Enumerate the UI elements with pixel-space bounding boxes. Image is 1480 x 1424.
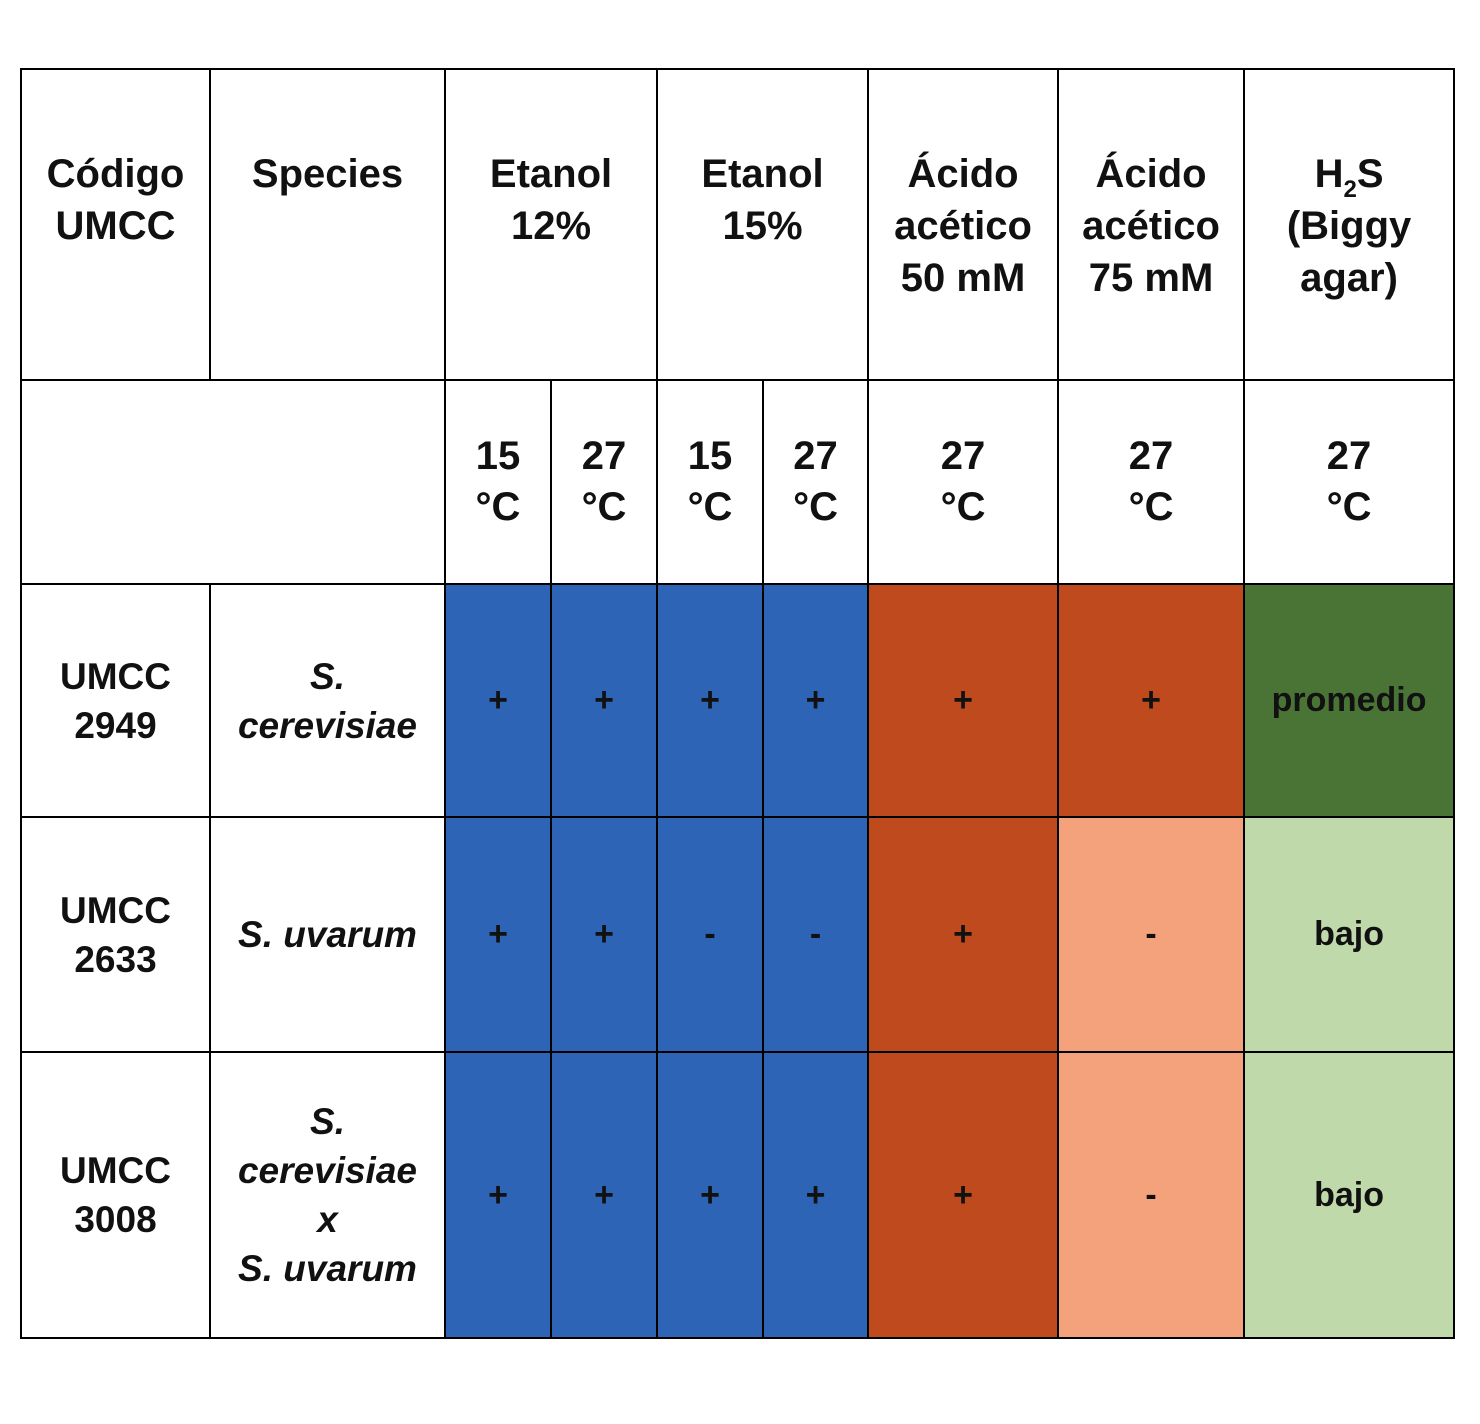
temp-cell: 27 °C (867, 379, 1060, 585)
temp-unit: °C (475, 485, 521, 529)
header-acido50-line1: Ácido (907, 152, 1019, 196)
header-code: Código UMCC (20, 68, 211, 381)
strain-code: UMCC 2633 (20, 816, 211, 1053)
temp-value: 27 (581, 434, 627, 478)
header-acido-75: Ácido acético 75 mM (1057, 68, 1246, 381)
species-line: S. uvarum (238, 914, 417, 955)
header-etanol12-line2: 12% (510, 204, 592, 248)
table-row: UMCC 2633 S. uvarum + + - - + - bajo (20, 816, 1456, 1053)
temp-cell: 15 °C (444, 379, 552, 585)
species-line: S. (310, 1101, 345, 1142)
species-line: x (317, 1199, 338, 1240)
header-etanol15-line2: 15% (722, 204, 803, 248)
h2s-h: H (1314, 152, 1344, 196)
temp-cell: 15 °C (656, 379, 765, 585)
header-h2s: H2S (Biggy agar) (1243, 68, 1456, 381)
temp-unit: °C (1128, 485, 1174, 529)
result-h2s: bajo (1243, 1051, 1456, 1339)
result-etanol15-27c: + (762, 1051, 870, 1339)
temp-unit: °C (793, 485, 838, 529)
strain-code: UMCC 3008 (20, 1051, 211, 1339)
strain-code-number: 2633 (74, 938, 157, 980)
temp-value: 27 (793, 434, 838, 478)
strain-code-number: 2949 (74, 704, 157, 746)
temp-value: 27 (940, 434, 986, 478)
temp-unit: °C (687, 485, 733, 529)
species-name: S. uvarum (209, 816, 446, 1053)
result-acido75: - (1057, 1051, 1246, 1339)
species-line: cerevisiae (237, 704, 417, 746)
header-etanol15-line1: Etanol (701, 152, 824, 196)
strain-code-prefix: UMCC (60, 655, 171, 697)
temperature-row-blank (20, 379, 446, 585)
result-etanol15-15c: + (656, 583, 765, 818)
header-species-label: Species (251, 152, 404, 196)
temp-value: 27 (1128, 434, 1174, 478)
result-h2s: promedio (1243, 583, 1456, 818)
header-acido75-line1: Ácido (1095, 152, 1207, 196)
strain-code-prefix: UMCC (60, 1150, 171, 1191)
result-h2s: bajo (1243, 816, 1456, 1053)
header-etanol12-line1: Etanol (489, 152, 613, 196)
species-name: S. cerevisiae (209, 583, 446, 818)
header-etanol-12: Etanol 12% (443, 68, 659, 381)
strain-code: UMCC 2949 (20, 583, 211, 818)
temp-cell: 27 °C (1057, 379, 1246, 585)
species-line: S. (310, 655, 345, 697)
species-name: S. cerevisiae x S. uvarum (209, 1051, 446, 1339)
result-acido75: + (1057, 583, 1246, 818)
header-code-line1: Código (46, 152, 185, 196)
temp-unit: °C (581, 485, 627, 529)
header-h2s-formula: H2S (1245, 148, 1453, 203)
header-species: Species (209, 68, 446, 381)
header-acido75-line3: 75 mM (1088, 256, 1214, 300)
species-line: cerevisiae (237, 1150, 417, 1191)
temp-cell: 27 °C (762, 379, 870, 585)
result-etanol12-27c: + (549, 816, 659, 1053)
header-acido50-line3: 50 mM (900, 256, 1026, 300)
header-code-line2: UMCC (55, 204, 176, 248)
result-etanol12-15c: + (444, 816, 552, 1053)
table-row: UMCC 2949 S. cerevisiae + + + + + + promed… (20, 583, 1456, 818)
h2s-s: S (1356, 152, 1384, 196)
result-etanol15-15c: + (656, 1051, 765, 1339)
result-acido50: + (867, 816, 1060, 1053)
results-table: Código UMCC Species Etanol 12% Etanol 15… (20, 68, 1456, 1339)
temp-value: 15 (687, 434, 733, 478)
species-line: S. uvarum (238, 1248, 417, 1289)
header-h2s-line3: agar) (1300, 256, 1398, 300)
header-acido75-line2: acético (1082, 204, 1220, 248)
result-acido75: - (1057, 816, 1246, 1053)
header-etanol-15: Etanol 15% (656, 68, 870, 381)
header-row: Código UMCC Species Etanol 12% Etanol 15… (20, 68, 1456, 381)
header-acido50-line2: acético (894, 204, 1032, 248)
result-etanol15-27c: - (762, 816, 870, 1053)
result-etanol15-15c: - (656, 816, 765, 1053)
temp-cell: 27 °C (549, 379, 659, 585)
result-etanol12-27c: + (549, 1051, 659, 1339)
strain-code-number: 3008 (74, 1199, 157, 1240)
temp-cell: 27 °C (1243, 379, 1456, 585)
temperature-row: 15 °C 27 °C 15 °C 27 °C 27 °C 27 °C 27 °C (20, 379, 1456, 585)
table-row: UMCC 3008 S. cerevisiae x S. uvarum + + + + … (20, 1051, 1456, 1339)
strain-code-prefix: UMCC (60, 889, 171, 931)
result-etanol15-27c: + (762, 583, 870, 818)
h2s-subscript: 2 (1343, 176, 1357, 203)
result-etanol12-15c: + (444, 583, 552, 818)
temp-unit: °C (940, 485, 986, 529)
temp-unit: °C (1326, 485, 1372, 529)
temp-value: 27 (1326, 434, 1372, 478)
temp-value: 15 (475, 434, 521, 478)
header-acido-50: Ácido acético 50 mM (867, 68, 1060, 381)
result-etanol12-15c: + (444, 1051, 552, 1339)
result-etanol12-27c: + (549, 583, 659, 818)
header-h2s-line2: (Biggy (1286, 204, 1412, 248)
result-acido50: + (867, 1051, 1060, 1339)
result-acido50: + (867, 583, 1060, 818)
